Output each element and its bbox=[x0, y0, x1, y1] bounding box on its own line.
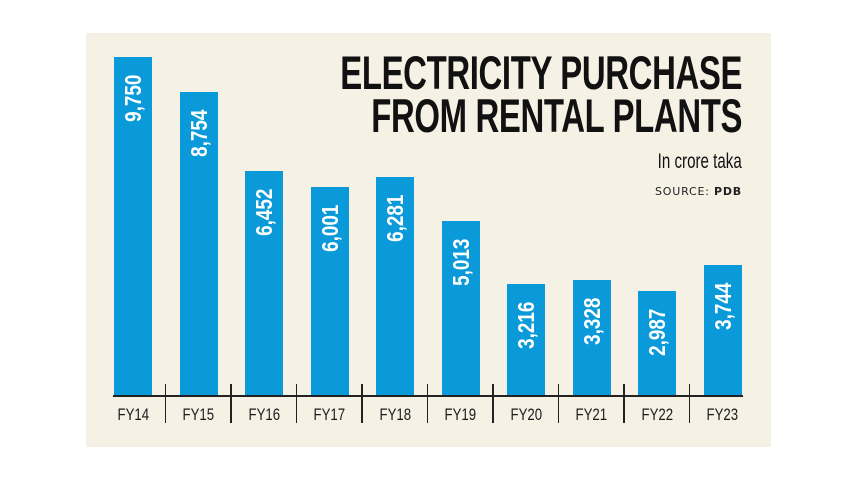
bar-value-label: 3,744 bbox=[709, 282, 736, 330]
chart-panel: ELECTRICITY PURCHASE FROM RENTAL PLANTS … bbox=[86, 33, 771, 447]
x-tick-label: FY23 bbox=[706, 405, 739, 424]
chart-unit-subtitle: In crore taka bbox=[657, 150, 742, 173]
bar-fy15: 8,754 bbox=[179, 92, 218, 395]
bar-value-label: 8,754 bbox=[185, 109, 212, 157]
bar-value-label: 6,452 bbox=[251, 188, 277, 236]
bar-fy19: 5,013 bbox=[441, 221, 480, 395]
x-tick-label: FY16 bbox=[248, 405, 280, 424]
x-tick-label: FY17 bbox=[313, 405, 346, 424]
x-tick-label: FY21 bbox=[575, 405, 608, 424]
bar-value-label: 3,216 bbox=[513, 301, 539, 349]
x-axis-divider bbox=[230, 384, 232, 423]
bar-value-label: 3,328 bbox=[578, 297, 605, 345]
x-tick-label: FY15 bbox=[182, 405, 215, 424]
bar-fy14: 9,750 bbox=[114, 57, 152, 395]
x-tick-label: FY20 bbox=[510, 405, 542, 424]
bar-fy18: 6,281 bbox=[376, 177, 414, 395]
bar-fy20: 3,216 bbox=[507, 284, 545, 395]
x-axis-divider bbox=[623, 384, 625, 423]
source-name: PDB bbox=[714, 185, 742, 198]
x-axis-divider bbox=[557, 384, 560, 423]
bar-fy21: 3,328 bbox=[572, 280, 611, 395]
x-axis-divider bbox=[164, 384, 167, 423]
chart-title: ELECTRICITY PURCHASE FROM RENTAL PLANTS bbox=[168, 46, 742, 142]
x-tick-label: FY19 bbox=[444, 405, 477, 424]
bar-fy22: 2,987 bbox=[638, 291, 676, 395]
x-axis-divider bbox=[492, 384, 494, 423]
chart-title-line-1: ELECTRICITY PURCHASE bbox=[340, 46, 742, 99]
x-axis-divider bbox=[295, 384, 298, 423]
x-axis-divider bbox=[426, 384, 429, 423]
bar-value-label: 5,013 bbox=[447, 238, 474, 286]
bar-value-label: 2,987 bbox=[644, 308, 670, 356]
x-tick-label: FY22 bbox=[641, 405, 673, 424]
source-label: SOURCE: bbox=[654, 185, 710, 198]
x-tick-label: FY14 bbox=[117, 405, 149, 424]
x-axis-divider bbox=[688, 384, 691, 423]
bar-fy23: 3,744 bbox=[703, 265, 742, 395]
bar-value-label: 6,281 bbox=[382, 194, 408, 242]
bar-fy16: 6,452 bbox=[245, 171, 283, 395]
x-axis-divider bbox=[361, 384, 363, 423]
x-tick-label: FY18 bbox=[379, 405, 411, 424]
bar-fy17: 6,001 bbox=[310, 187, 349, 395]
bar-value-label: 9,750 bbox=[120, 74, 146, 122]
bar-value-label: 6,001 bbox=[316, 204, 343, 252]
chart-source: SOURCE: PDB bbox=[655, 185, 742, 198]
chart-title-line-2: FROM RENTAL PLANTS bbox=[371, 89, 742, 142]
